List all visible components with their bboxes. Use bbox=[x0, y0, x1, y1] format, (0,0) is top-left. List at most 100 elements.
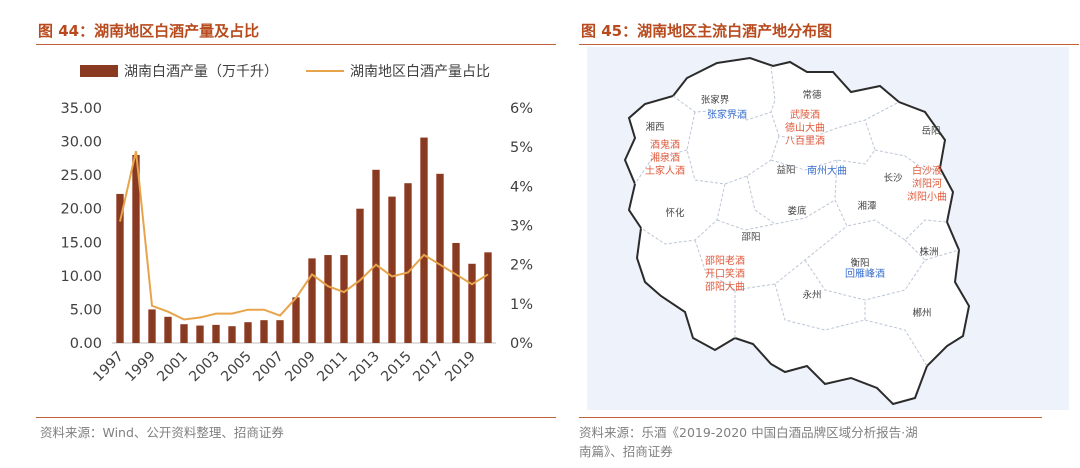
map-brand-label: 张家界酒 bbox=[707, 108, 747, 121]
bar-2002 bbox=[196, 325, 204, 343]
bar-2018 bbox=[452, 242, 460, 343]
y-right-tick-label: 2% bbox=[510, 258, 533, 274]
y-right-tick-label: 5% bbox=[510, 140, 533, 156]
map-brand-label: 白沙液 bbox=[912, 164, 942, 177]
map-place-label: 怀化 bbox=[665, 207, 685, 219]
title-rule bbox=[36, 44, 556, 45]
x-tick-label: 2015 bbox=[378, 349, 415, 386]
x-tick-label: 2001 bbox=[154, 349, 191, 386]
map-brand-label: 八百里酒 bbox=[785, 135, 825, 147]
map-place-label: 湘西 bbox=[645, 121, 664, 133]
bar-1999 bbox=[148, 309, 156, 343]
x-tick-label: 1999 bbox=[122, 349, 159, 386]
legend-line-label: 湖南地区白酒产量占比 bbox=[350, 64, 490, 80]
chart-legend: 湖南白酒产量（万千升） 湖南地区白酒产量占比 bbox=[80, 64, 490, 80]
map-brand-label: 开口笑酒 bbox=[705, 267, 745, 280]
bar-2008 bbox=[292, 297, 300, 343]
map-source-line-2: 南篇》、招商证券 bbox=[579, 444, 673, 459]
map-brand-label: 南州大曲 bbox=[807, 164, 847, 177]
y-right-tick-label: 1% bbox=[510, 297, 533, 313]
x-tick-label: 2011 bbox=[314, 349, 351, 386]
map-brand-label: 酒鬼酒 bbox=[650, 138, 680, 151]
map-brand-label: 武陵酒 bbox=[790, 108, 820, 121]
map-brand-label: 邵阳老酒 bbox=[705, 254, 745, 267]
x-tick-label: 2019 bbox=[442, 349, 479, 386]
legend-bar-label: 湖南白酒产量（万千升） bbox=[124, 64, 278, 80]
chart-source: 资料来源：Wind、公开资料整理、招商证券 bbox=[40, 425, 284, 440]
map-place-label: 郴州 bbox=[912, 307, 931, 319]
bar-2011 bbox=[340, 255, 348, 343]
bar-2015 bbox=[404, 183, 412, 343]
bar-2003 bbox=[212, 324, 220, 343]
bar-2009 bbox=[308, 258, 316, 343]
y-left-tick-label: 35.00 bbox=[60, 101, 102, 117]
hunan-province-shape bbox=[623, 56, 971, 406]
bar-1997 bbox=[116, 193, 124, 343]
map-source: 资料来源：乐酒《2019-2020 中国白酒品牌区域分析报告·湖 南篇》、招商证… bbox=[579, 423, 918, 461]
y-left-tick-label: 20.00 bbox=[60, 202, 102, 218]
y-right-tick-label: 3% bbox=[510, 219, 533, 235]
chart-figure-title: 图 44：湖南地区白酒产量及占比 bbox=[38, 22, 260, 40]
city-borders bbox=[634, 65, 960, 367]
map-figure-title: 图 45：湖南地区主流白酒产地分布图 bbox=[581, 22, 833, 40]
bar-2004 bbox=[228, 326, 236, 343]
map-brand-label: 浏阳河 bbox=[912, 177, 942, 190]
map-place-label: 张家界 bbox=[701, 94, 730, 106]
right-panel: 图 45：湖南地区主流白酒产地分布图 张家界 张家界酒 常德 武陵酒 德山大曲 八百里酒湘… bbox=[575, 0, 1080, 468]
bar-2006 bbox=[260, 320, 268, 343]
bar-2007 bbox=[276, 320, 284, 343]
bar-2001 bbox=[180, 324, 188, 343]
line-series bbox=[119, 150, 489, 321]
x-tick-label: 2009 bbox=[282, 349, 319, 386]
map-place-label: 娄底 bbox=[787, 205, 807, 217]
x-tick-label: 2003 bbox=[186, 349, 223, 386]
left-panel: 图 44：湖南地区白酒产量及占比 湖南白酒产量（万千升） 湖南地区白酒产量占比 0… bbox=[36, 22, 556, 440]
bar-2019 bbox=[468, 263, 476, 343]
production-chart: 湖南白酒产量（万千升） 湖南地区白酒产量占比 0.00 5.00 10.00 15.00… bbox=[60, 64, 533, 386]
x-tick-label: 2017 bbox=[410, 349, 447, 386]
bar-2012 bbox=[356, 208, 364, 343]
legend-bar-swatch bbox=[80, 65, 118, 77]
map-place-label: 衡阳 bbox=[850, 257, 869, 269]
bar-2016 bbox=[420, 137, 428, 343]
bar-2013 bbox=[372, 169, 380, 343]
map-place-label: 湘潭 bbox=[857, 200, 877, 212]
map-place-label: 益阳 bbox=[776, 164, 795, 176]
map-brand-label: 德山大曲 bbox=[785, 121, 825, 134]
y-right-tick-label: 6% bbox=[510, 101, 533, 117]
map-place-label: 株洲 bbox=[919, 246, 938, 258]
map-place-label: 岳阳 bbox=[921, 125, 940, 137]
y-left-tick-label: 5.00 bbox=[70, 302, 102, 318]
y-right-tick-label: 4% bbox=[510, 179, 533, 195]
map-place-label: 长沙 bbox=[883, 172, 903, 184]
map-brand-label: 回雁峰酒 bbox=[845, 268, 885, 280]
y-left-tick-label: 0.00 bbox=[70, 336, 102, 352]
map-brand-label: 土家人酒 bbox=[645, 164, 685, 177]
y-left-tick-label: 10.00 bbox=[60, 269, 102, 285]
x-tick-label: 1997 bbox=[90, 349, 127, 386]
y-right-tick-label: 0% bbox=[510, 336, 533, 352]
map-place-label: 邵阳 bbox=[741, 232, 760, 243]
bar-2017 bbox=[436, 173, 444, 343]
y-left-tick-label: 15.00 bbox=[60, 235, 102, 251]
map-source-rule bbox=[579, 417, 1042, 418]
map-place-label: 永州 bbox=[802, 289, 821, 301]
y-left-tick-label: 25.00 bbox=[60, 168, 102, 184]
bar-2014 bbox=[388, 196, 396, 343]
map-source-line-1: 资料来源：乐酒《2019-2020 中国白酒品牌区域分析报告·湖 bbox=[579, 425, 918, 440]
bar-1998 bbox=[132, 155, 140, 343]
x-tick-label: 2007 bbox=[250, 349, 287, 386]
bar-2010 bbox=[324, 255, 332, 343]
map-place-label: 常德 bbox=[802, 89, 822, 101]
x-tick-label: 2013 bbox=[346, 349, 383, 386]
x-tick-label: 2005 bbox=[218, 349, 255, 386]
map-brand-label: 湘泉酒 bbox=[650, 151, 680, 164]
bar-2020 bbox=[484, 252, 492, 343]
bar-2005 bbox=[244, 322, 252, 343]
bar-series bbox=[116, 137, 492, 343]
bar-2000 bbox=[164, 316, 172, 343]
y-left-tick-label: 30.00 bbox=[60, 135, 102, 151]
map-brand-label: 邵阳大曲 bbox=[705, 280, 745, 293]
